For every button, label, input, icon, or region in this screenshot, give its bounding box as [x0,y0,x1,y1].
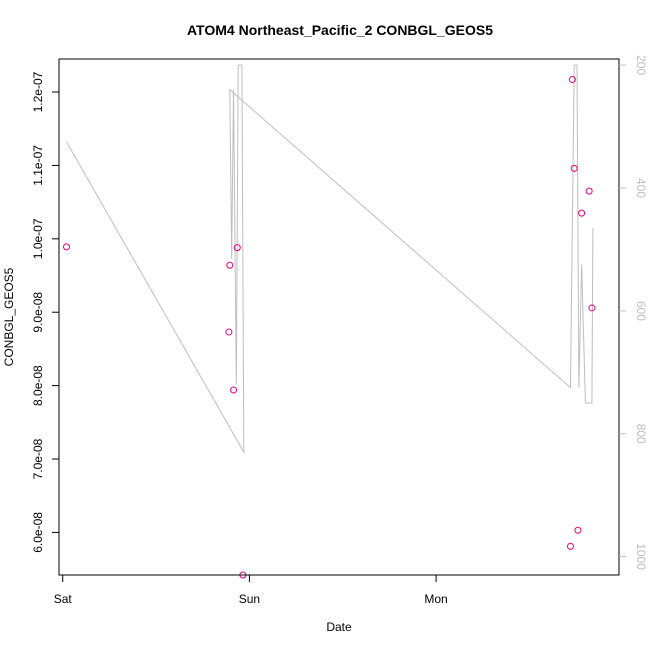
y-right-tick-label: 600 [634,301,648,321]
plot-area [62,64,596,579]
data-point [574,526,582,534]
x-tick-label: Sat [54,592,73,606]
y-right-tick-label: 800 [634,424,648,444]
series-line [66,64,594,455]
x-axis: Sat Sun Mon [54,575,448,606]
data-point [226,261,234,269]
y-tick-label: 6.0e-08 [31,512,45,553]
data-point [585,187,593,195]
y-axis: 6.0e-08 7.0e-08 8.0e-08 9.0e-08 1.0e-07 1.1e-… [31,71,59,553]
y-tick-label: 1.1e-07 [31,145,45,186]
data-point [62,243,70,251]
y-tick-label: 8.0e-08 [31,365,45,406]
y-tick-label: 1.2e-07 [31,71,45,112]
y-right-tick-label: 200 [634,55,648,75]
x-axis-label: Date [326,620,352,634]
data-point [566,542,574,550]
data-point [578,209,586,217]
chart-title: ATOM4 Northeast_Pacific_2 CONBGL_GEOS5 [187,22,493,38]
y-axis-right: 200 400 600 800 1000 [619,55,648,570]
y-tick-label: 1.0e-07 [31,218,45,259]
data-point [588,304,596,312]
x-tick-label: Sun [239,592,260,606]
data-point [568,76,576,84]
y-right-tick-label: 400 [634,178,648,198]
data-point [233,244,241,252]
x-tick-label: Mon [424,592,447,606]
plot-frame [58,58,620,576]
data-point [230,386,238,394]
y-axis-label: CONBGL_GEOS5 [2,267,16,366]
y-tick-label: 9.0e-08 [31,292,45,333]
data-point [225,328,233,336]
y-tick-label: 7.0e-08 [31,438,45,479]
data-point [570,164,578,172]
y-right-tick-label: 1000 [634,543,648,570]
